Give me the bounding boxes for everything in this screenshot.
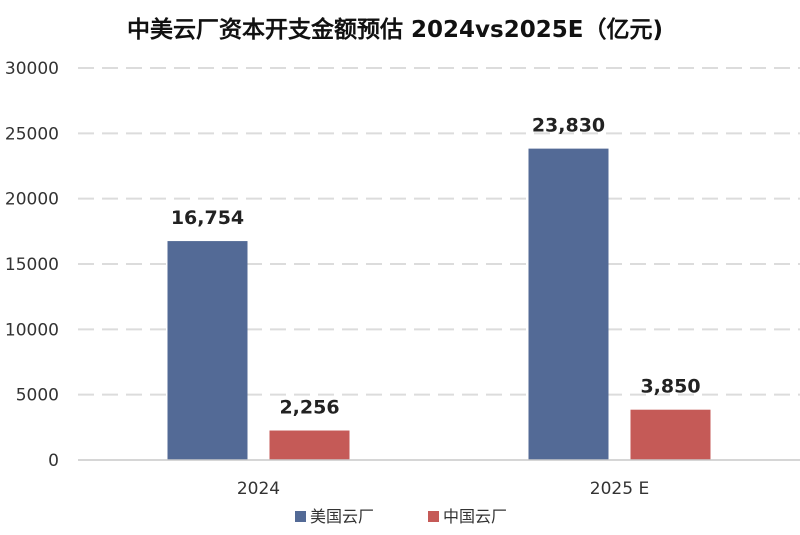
y-axis: 0 5000 10000 15000 20000 25000 30000 — [5, 59, 59, 471]
legend-label: 美国云厂 — [310, 507, 374, 526]
bars: 16,754 2,256 23,830 3,850 — [167, 115, 711, 460]
bar-us-1 — [528, 148, 609, 460]
data-label: 2,256 — [279, 397, 339, 419]
data-label: 23,830 — [532, 115, 605, 137]
x-tick-label: 2025 E — [590, 479, 649, 499]
y-tick-label: 20000 — [5, 190, 59, 210]
chart-title: 中美云厂资本开支金额预估 2024vs2025E（亿元) — [127, 16, 663, 43]
legend-swatch — [295, 511, 306, 522]
y-tick-label: 15000 — [5, 255, 59, 275]
x-tick-label: 2024 — [237, 479, 280, 499]
y-tick-label: 5000 — [16, 386, 59, 406]
y-tick-label: 0 — [48, 451, 59, 471]
bar-us-0 — [167, 241, 248, 460]
bar-cn-0 — [269, 430, 350, 460]
y-tick-label: 25000 — [5, 124, 59, 144]
y-tick-label: 30000 — [5, 59, 59, 79]
legend-label: 中国云厂 — [443, 507, 507, 526]
legend-swatch — [428, 511, 439, 522]
x-axis: 2024 2025 E — [78, 459, 800, 499]
data-label: 16,754 — [171, 207, 244, 229]
bar-cn-1 — [630, 409, 711, 460]
data-label: 3,850 — [640, 376, 700, 398]
y-tick-label: 10000 — [5, 320, 59, 340]
legend: 美国云厂 中国云厂 — [295, 507, 507, 526]
